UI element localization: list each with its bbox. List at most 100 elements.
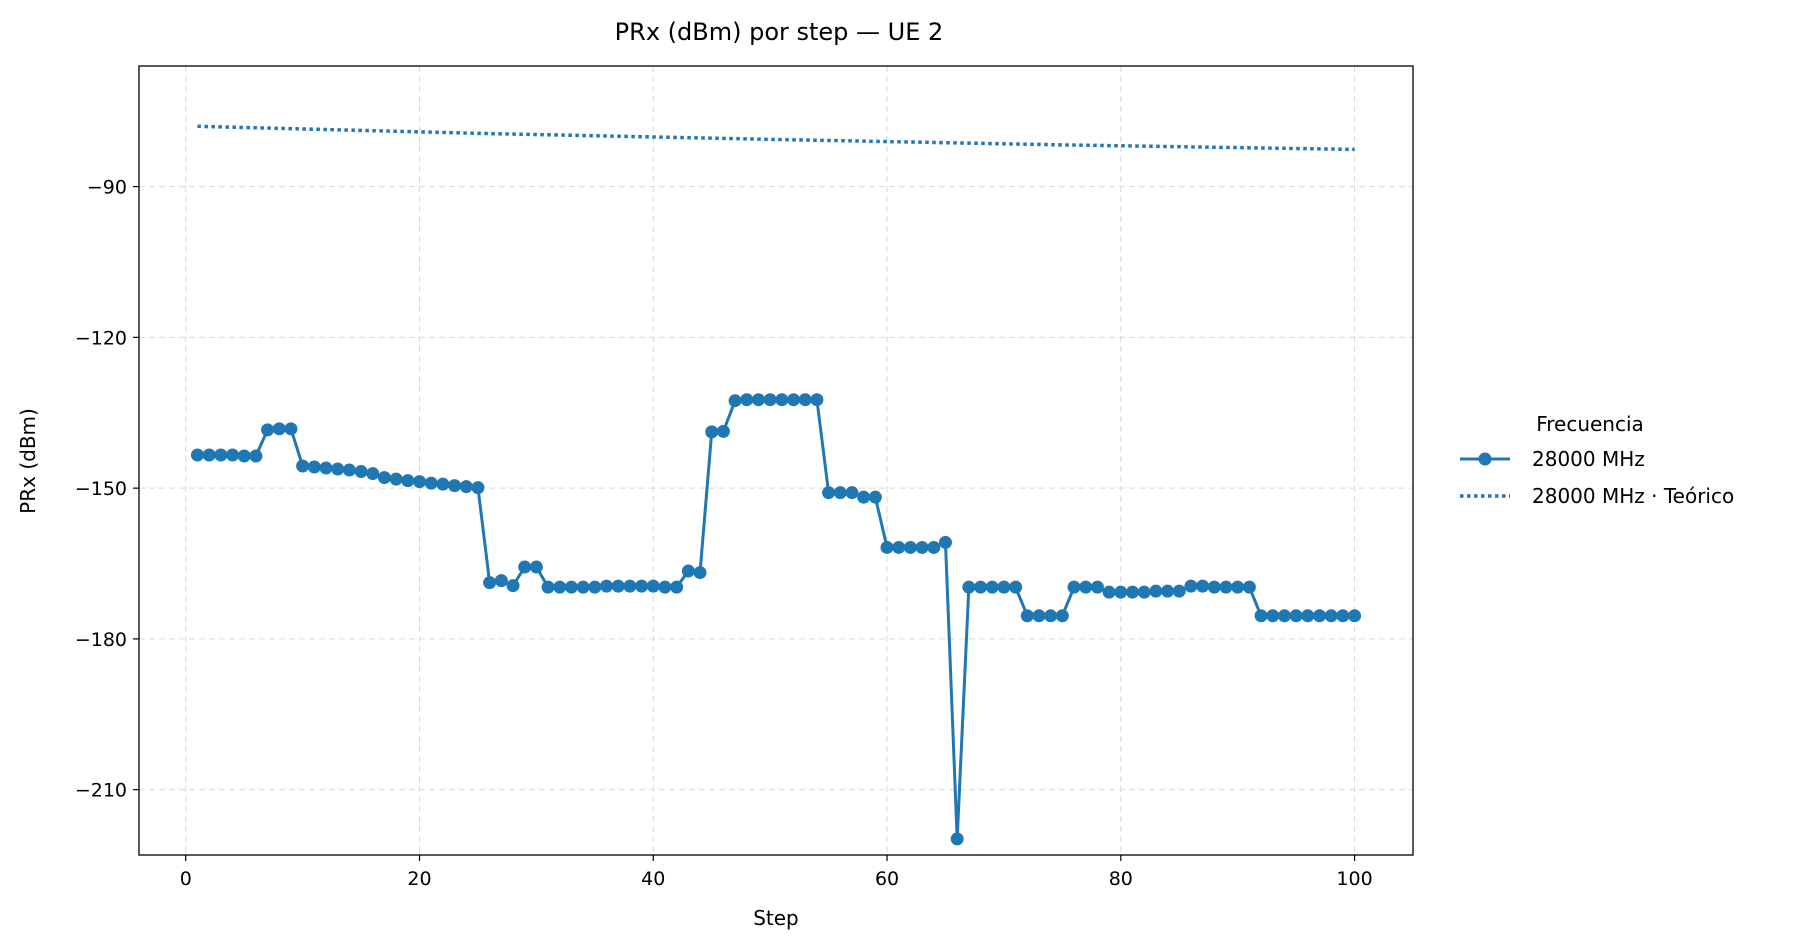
series-measured-line <box>197 398 1355 841</box>
chart-title: PRx (dBm) por step — UE 2 <box>615 18 944 46</box>
data-point <box>1277 609 1291 623</box>
data-point <box>529 560 543 574</box>
data-point <box>681 564 695 578</box>
legend-item-theoretical: 28000 MHz · Teórico <box>1460 484 1734 508</box>
data-point <box>751 393 765 407</box>
data-point <box>845 486 859 500</box>
data-point <box>1172 584 1186 598</box>
data-point <box>1114 585 1128 599</box>
data-point <box>1266 609 1280 623</box>
legend: Frecuencia 28000 MHz 28000 MHz · Teórico <box>1460 412 1734 508</box>
data-point <box>635 579 649 593</box>
data-point <box>985 580 999 594</box>
data-point <box>389 472 403 486</box>
data-point <box>623 579 637 593</box>
data-point <box>903 540 917 554</box>
data-point <box>857 490 871 504</box>
plot-frame <box>138 65 1414 856</box>
data-point <box>1067 580 1081 594</box>
data-point <box>354 465 368 479</box>
data-point <box>892 540 906 554</box>
data-point <box>190 448 204 462</box>
y-axis: −90 −120 −150 −180 −210 <box>75 177 139 802</box>
legend-label-measured: 28000 MHz <box>1532 447 1645 471</box>
data-point <box>670 580 684 594</box>
data-point <box>214 448 228 462</box>
data-point <box>553 580 567 594</box>
data-point <box>1020 609 1034 623</box>
data-point <box>459 480 473 494</box>
data-point <box>296 459 310 473</box>
data-point <box>1254 609 1268 623</box>
data-point <box>962 580 976 594</box>
data-point <box>564 580 578 594</box>
x-tick-label: 20 <box>407 868 431 890</box>
data-point <box>331 462 345 476</box>
data-point <box>202 448 216 462</box>
data-point <box>705 425 719 439</box>
data-point <box>1196 579 1210 593</box>
data-point <box>798 393 812 407</box>
data-point <box>775 393 789 407</box>
legend-marker-measured <box>1478 452 1492 466</box>
x-tick-label: 40 <box>641 868 665 890</box>
legend-item-measured: 28000 MHz <box>1460 447 1645 471</box>
data-point <box>833 486 847 500</box>
series-theoretical-line <box>197 124 1355 152</box>
data-point <box>611 579 625 593</box>
data-point <box>1348 609 1362 623</box>
data-point <box>600 579 614 593</box>
data-point <box>810 393 824 407</box>
data-point <box>588 580 602 594</box>
x-axis: 0 20 40 60 80 100 <box>180 855 1373 890</box>
data-point <box>740 393 754 407</box>
data-point <box>436 477 450 491</box>
data-point <box>1055 609 1069 623</box>
data-point <box>927 540 941 554</box>
data-point <box>494 574 508 588</box>
data-point <box>1207 580 1221 594</box>
x-tick-label: 60 <box>875 868 899 890</box>
data-point <box>880 540 894 554</box>
data-point <box>413 475 427 489</box>
data-point <box>950 832 964 846</box>
data-point <box>1289 609 1303 623</box>
data-point <box>424 476 438 490</box>
legend-label-theoretical: 28000 MHz · Teórico <box>1532 484 1734 508</box>
y-tick-label: −210 <box>75 780 127 802</box>
data-point <box>272 422 286 436</box>
data-point <box>576 580 590 594</box>
data-point <box>1032 609 1046 623</box>
data-point <box>915 540 929 554</box>
x-tick-label: 100 <box>1336 868 1372 890</box>
data-point <box>1219 580 1233 594</box>
data-point <box>1184 579 1198 593</box>
data-point <box>249 449 263 463</box>
data-point <box>938 535 952 549</box>
data-point <box>284 422 298 436</box>
data-point <box>366 467 380 481</box>
y-tick-label: −120 <box>75 327 127 349</box>
data-point <box>471 481 485 495</box>
data-point <box>658 580 672 594</box>
data-point <box>237 449 251 463</box>
data-point <box>506 579 520 593</box>
data-point <box>997 580 1011 594</box>
x-tick-label: 80 <box>1109 868 1133 890</box>
data-point <box>483 576 497 590</box>
data-point <box>693 566 707 580</box>
data-point <box>716 424 730 438</box>
legend-title: Frecuencia <box>1536 412 1644 436</box>
x-axis-label: Step <box>753 906 799 930</box>
data-point <box>1336 609 1350 623</box>
data-point <box>448 479 462 493</box>
data-point <box>1149 584 1163 598</box>
data-point <box>377 471 391 485</box>
data-point <box>342 463 356 477</box>
data-point <box>787 393 801 407</box>
data-point <box>728 394 742 408</box>
data-point <box>1137 585 1151 599</box>
y-tick-label: −150 <box>75 478 127 500</box>
data-point <box>1301 609 1315 623</box>
